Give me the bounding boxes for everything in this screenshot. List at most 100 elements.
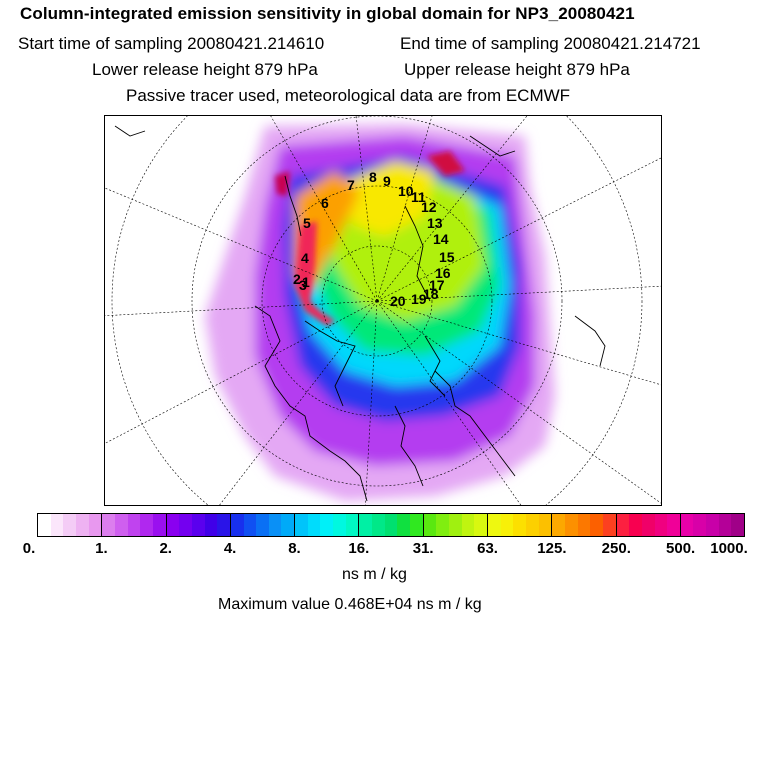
- colorbar-tick-label: 0.: [22, 540, 36, 557]
- colorbar-swatch: [538, 514, 553, 536]
- colorbar-swatch: [629, 514, 642, 536]
- release-point-label: 14: [433, 231, 449, 247]
- colorbar-swatch: [461, 514, 475, 536]
- colorbar-swatch: [474, 514, 488, 536]
- colorbar-swatch: [693, 514, 707, 536]
- colorbar-swatch: [345, 514, 360, 536]
- colorbar-unit: ns m / kg: [342, 566, 407, 583]
- release-point-label: 12: [421, 199, 437, 215]
- release-point-label: 6: [321, 195, 329, 211]
- colorbar-swatch: [320, 514, 334, 536]
- end-time-text: End time of sampling 20080421.214721: [400, 34, 701, 53]
- colorbar-swatch: [38, 514, 51, 536]
- colorbar-swatch: [307, 514, 321, 536]
- colorbar-swatch: [75, 514, 89, 536]
- colorbar-swatch: [230, 514, 244, 536]
- colorbar-swatch: [217, 514, 231, 536]
- colorbar-swatch: [166, 514, 180, 536]
- release-point-label: 7: [347, 177, 355, 193]
- colorbar-swatch: [590, 514, 603, 536]
- colorbar-tick-label: 63.: [477, 540, 498, 557]
- colorbar-swatch: [140, 514, 153, 536]
- release-point-label: 9: [383, 173, 391, 189]
- colorbar-swatch: [333, 514, 346, 536]
- tracer-info-text: Passive tracer used, meteorological data…: [126, 86, 571, 105]
- colorbar-swatch: [487, 514, 501, 536]
- colorbar-tick-label: 8.: [288, 540, 301, 557]
- colorbar: [37, 513, 745, 537]
- colorbar-swatch: [152, 514, 167, 536]
- page-title: Column-integrated emission sensitivity i…: [20, 4, 635, 23]
- colorbar-swatch: [295, 514, 308, 536]
- lower-release-height-text: Lower release height 879 hPa: [92, 60, 318, 79]
- colorbar-swatch: [256, 514, 269, 536]
- field-red-spot: [427, 151, 465, 176]
- release-point-label: 3: [299, 277, 307, 293]
- colorbar-swatch: [127, 514, 141, 536]
- start-time-text: Start time of sampling 20080421.214610: [18, 34, 325, 53]
- colorbar-swatch: [718, 514, 732, 536]
- colorbar-swatch: [616, 514, 630, 536]
- colorbar-swatch: [552, 514, 565, 536]
- colorbar-swatch: [50, 514, 64, 536]
- colorbar-swatch: [525, 514, 539, 536]
- colorbar-tick-label: 500.: [666, 540, 696, 557]
- release-point-label: 16: [435, 265, 451, 281]
- colorbar-swatch: [641, 514, 655, 536]
- colorbar-swatch: [397, 514, 411, 536]
- colorbar-swatch: [63, 514, 76, 536]
- graticule: [105, 116, 661, 505]
- colorbar-swatch: [191, 514, 205, 536]
- field-red-north: [275, 171, 290, 196]
- colorbar-swatch: [513, 514, 526, 536]
- field-red-band: [295, 221, 335, 326]
- colorbar-swatch: [602, 514, 617, 536]
- colorbar-tick-label: 250.: [601, 540, 631, 557]
- colorbar-swatch: [706, 514, 719, 536]
- colorbar-swatch: [204, 514, 218, 536]
- colorbar-swatch: [500, 514, 514, 536]
- release-point-label: 11: [411, 189, 426, 205]
- field-yellow: [335, 161, 435, 236]
- colorbar-swatch: [243, 514, 257, 536]
- colorbar-swatch: [88, 514, 103, 536]
- colorbar-tick-label: 1000.: [710, 540, 748, 557]
- colorbar-tick-label: 16.: [348, 540, 370, 557]
- colorbar-swatch: [667, 514, 681, 536]
- release-point-label: 15: [439, 249, 455, 265]
- sensitivity-map: 1 2 3 4 5 6 7 8 9 10 11 12 13 14 15 16 17 18 19 20: [104, 115, 662, 506]
- release-point-label: 5: [303, 215, 311, 231]
- release-point-label: 10: [398, 183, 414, 199]
- release-point-label: 19: [411, 291, 427, 307]
- maximum-value-text: Maximum value 0.468E+04 ns m / kg: [218, 596, 482, 613]
- colorbar-swatch: [359, 514, 373, 536]
- colorbar-swatch: [410, 514, 424, 536]
- colorbar-swatch: [423, 514, 437, 536]
- colorbar-swatch: [372, 514, 385, 536]
- colorbar-swatch: [680, 514, 694, 536]
- colorbar-swatch: [564, 514, 578, 536]
- colorbar-swatch: [102, 514, 115, 536]
- release-point-label: 17: [429, 277, 445, 293]
- colorbar-swatch: [436, 514, 449, 536]
- colorbar-tick-label: 125.: [537, 540, 567, 557]
- colorbar-tick-label: 1.: [95, 540, 108, 557]
- release-point-label: 13: [427, 215, 443, 231]
- release-point-label: 20: [390, 293, 406, 309]
- colorbar-swatch: [577, 514, 591, 536]
- release-point-label: 1: [302, 274, 310, 290]
- colorbar-swatch: [114, 514, 128, 536]
- release-point-label: 2: [293, 271, 301, 287]
- coastlines: [114, 125, 606, 502]
- release-point-label: 8: [369, 169, 377, 185]
- colorbar-swatch: [449, 514, 462, 536]
- colorbar-tick-label: 2.: [159, 540, 172, 557]
- upper-release-height-text: Upper release height 879 hPa: [404, 60, 630, 79]
- colorbar-swatch: [654, 514, 668, 536]
- colorbar-swatch: [179, 514, 192, 536]
- colorbar-swatch: [281, 514, 296, 536]
- release-point-label: 18: [423, 286, 439, 302]
- colorbar-swatch: [268, 514, 282, 536]
